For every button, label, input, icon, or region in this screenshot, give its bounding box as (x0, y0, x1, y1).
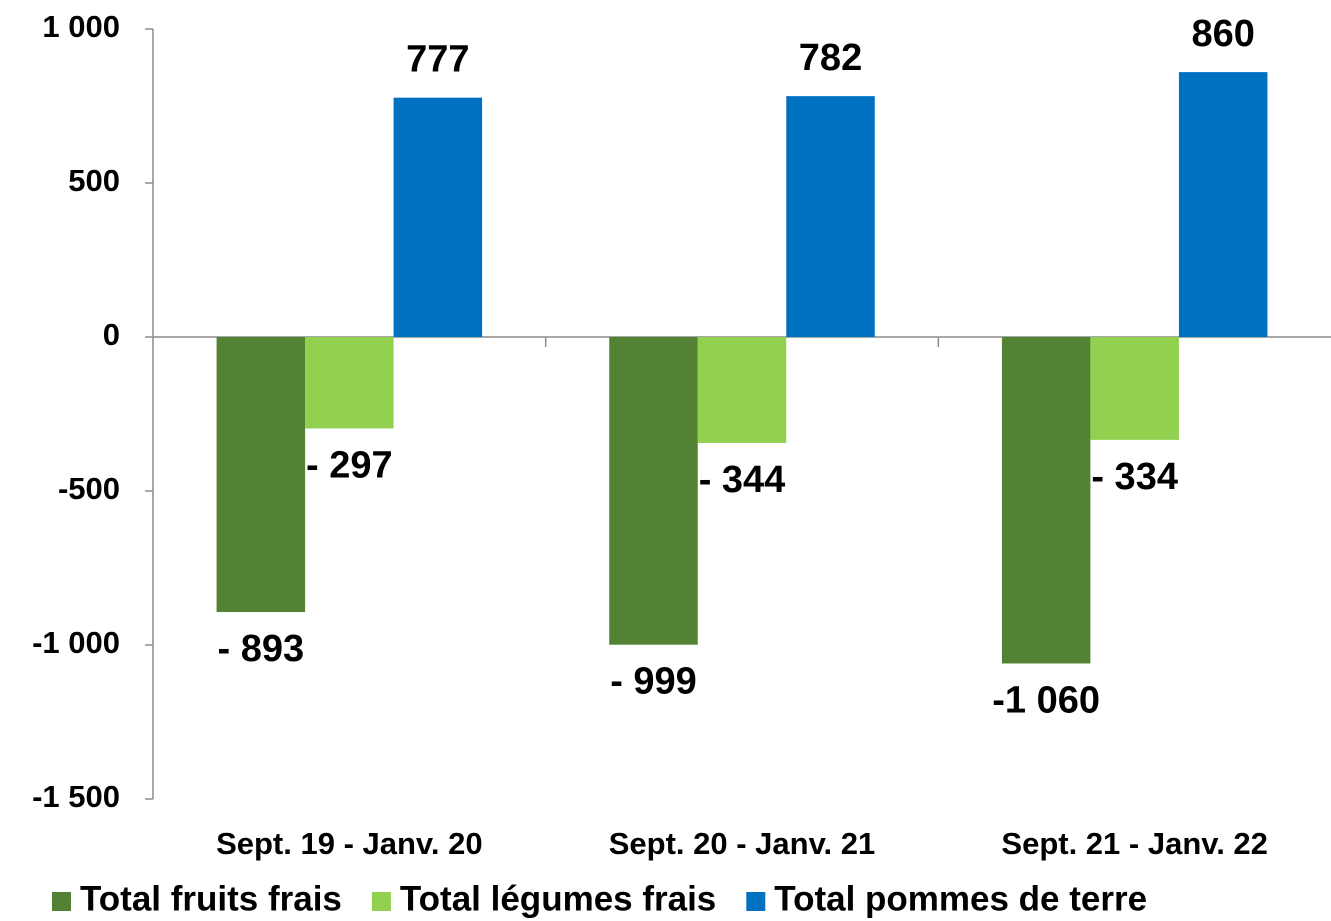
data-label: 782 (799, 37, 862, 79)
y-tick-label: -1 000 (32, 625, 120, 660)
data-label: - 344 (699, 459, 786, 501)
data-label: - 334 (1091, 456, 1178, 498)
legend-label: Total légumes frais (400, 879, 716, 918)
legend-label: Total pommes de terre (774, 879, 1147, 918)
y-tick-label: 500 (68, 163, 120, 198)
data-label: -1 060 (992, 680, 1100, 722)
bar (393, 97, 483, 338)
bar (1178, 72, 1268, 338)
legend-swatch (371, 892, 391, 911)
bar (305, 337, 394, 429)
legend-label: Total fruits frais (80, 879, 342, 918)
x-tick-label: Sept. 19 - Janv. 20 (216, 826, 483, 861)
legend-swatch (746, 892, 766, 911)
bar (1090, 337, 1179, 440)
bar (697, 337, 787, 443)
data-label: - 297 (306, 445, 393, 487)
bar (786, 96, 875, 337)
x-tick-label: Sept. 21 - Janv. 22 (1001, 826, 1268, 861)
y-tick-label: -500 (58, 471, 120, 506)
data-label: 860 (1191, 13, 1254, 55)
data-label: 777 (406, 39, 469, 81)
y-tick-label: 1 000 (42, 9, 120, 44)
data-label: - 893 (218, 628, 305, 670)
bar (1001, 337, 1091, 664)
y-tick-label: 0 (103, 317, 120, 352)
legend-swatch (52, 892, 71, 911)
x-tick-label: Sept. 20 - Janv. 21 (609, 826, 876, 861)
bar (216, 337, 306, 613)
y-tick-label: -1 500 (32, 779, 120, 814)
bar (609, 337, 698, 645)
data-label: - 999 (610, 661, 697, 703)
